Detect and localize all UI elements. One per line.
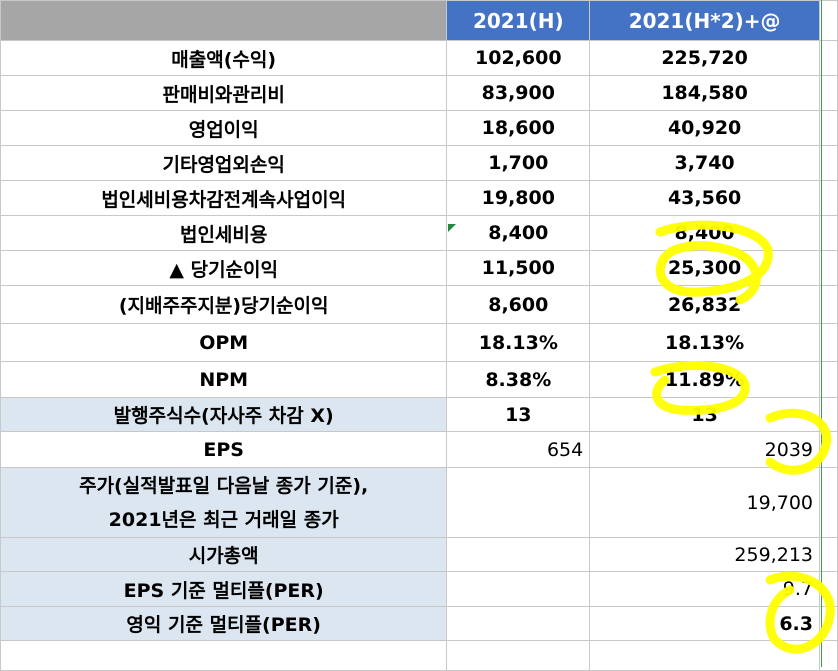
- cell-2021h[interactable]: 102,600: [446, 40, 591, 76]
- empty-cell[interactable]: [819, 323, 838, 362]
- row-label-eps[interactable]: EPS: [0, 431, 448, 468]
- cell-2021h[interactable]: 8.38%: [446, 361, 591, 398]
- empty-cell[interactable]: [819, 397, 838, 432]
- cell-2021h2[interactable]: 3,740: [589, 145, 820, 181]
- empty-cell[interactable]: [819, 467, 838, 538]
- table-row: 판매비와관리비 83,900 184,580: [0, 75, 838, 111]
- row-label-other-income[interactable]: 기타영업외손익: [0, 145, 448, 181]
- table-row: 영익 기준 멀티플(PER) 6.3: [0, 606, 838, 641]
- cell-2021h2[interactable]: 8,400: [589, 215, 820, 251]
- row-label-stock-price[interactable]: 주가(실적발표일 다음날 종가 기준), 2021년은 최근 거래일 종가: [0, 467, 448, 538]
- table-row: 법인세비용차감전계속사업이익 19,800 43,560: [0, 180, 838, 216]
- empty-cell[interactable]: [819, 40, 838, 76]
- cell-2021h[interactable]: 654: [446, 431, 591, 468]
- empty-cell[interactable]: [819, 431, 838, 468]
- row-label-income-tax[interactable]: 법인세비용: [0, 215, 448, 251]
- cell-2021h2[interactable]: 9.7: [589, 571, 820, 607]
- empty-cell[interactable]: [819, 215, 838, 251]
- row-label-controlling-net-income[interactable]: (지배주주지분)당기순이익: [0, 285, 448, 324]
- header-2021h2[interactable]: 2021(H*2)+@: [589, 0, 820, 41]
- cell-2021h[interactable]: 13: [446, 397, 591, 432]
- cell-2021h[interactable]: 1,700: [446, 145, 591, 181]
- cell-2021h[interactable]: [446, 537, 591, 572]
- cell-comment-indicator: [448, 224, 456, 232]
- table-row: OPM 18.13% 18.13%: [0, 323, 838, 362]
- row-label-operating-income[interactable]: 영업이익: [0, 110, 448, 146]
- cell-2021h[interactable]: 8,600: [446, 285, 591, 324]
- empty-cell[interactable]: [819, 180, 838, 216]
- empty-cell[interactable]: [819, 250, 838, 286]
- empty-cell[interactable]: [819, 110, 838, 146]
- empty-cell[interactable]: [819, 145, 838, 181]
- table-row: EPS 654 2039: [0, 431, 838, 468]
- cell-2021h[interactable]: 18.13%: [446, 323, 591, 362]
- cell-2021h2[interactable]: 13: [589, 397, 820, 432]
- cell-2021h[interactable]: 18,600: [446, 110, 591, 146]
- cell-2021h2[interactable]: 25,300: [589, 250, 820, 286]
- empty-cell[interactable]: [819, 285, 838, 324]
- table-row: 기타영업외손익 1,700 3,740: [0, 145, 838, 181]
- cell-2021h2[interactable]: 26,832: [589, 285, 820, 324]
- row-label-shares-outstanding[interactable]: 발행주식수(자사주 차감 X): [0, 397, 448, 432]
- row-label-eps-per[interactable]: EPS 기준 멀티플(PER): [0, 571, 448, 607]
- table-row: ▲ 당기순이익 11,500 25,300: [0, 250, 838, 286]
- empty-cell[interactable]: [446, 640, 591, 671]
- cell-2021h[interactable]: 83,900: [446, 75, 591, 111]
- empty-cell[interactable]: [819, 75, 838, 111]
- row-label-op-per[interactable]: 영익 기준 멀티플(PER): [0, 606, 448, 641]
- header-extra-cell[interactable]: [819, 0, 838, 41]
- table-row: 매출액(수익) 102,600 225,720: [0, 40, 838, 76]
- empty-cell[interactable]: [819, 640, 838, 671]
- table-row: NPM 8.38% 11.89%: [0, 361, 838, 398]
- cell-2021h2[interactable]: 19,700: [589, 467, 820, 538]
- cell-2021h[interactable]: 19,800: [446, 180, 591, 216]
- table-row: 영업이익 18,600 40,920: [0, 110, 838, 146]
- row-label-market-cap[interactable]: 시가총액: [0, 537, 448, 572]
- cell-2021h2[interactable]: 43,560: [589, 180, 820, 216]
- selection-border-line: [821, 0, 822, 667]
- cell-2021h[interactable]: [446, 606, 591, 641]
- cell-2021h2[interactable]: 259,213: [589, 537, 820, 572]
- empty-cell[interactable]: [819, 537, 838, 572]
- table-row: 발행주식수(자사주 차감 X) 13 13: [0, 397, 838, 432]
- empty-cell[interactable]: [819, 571, 838, 607]
- cell-2021h2[interactable]: 18.13%: [589, 323, 820, 362]
- table-row: 법인세비용 8,400 8,400: [0, 215, 838, 251]
- cell-2021h2[interactable]: 6.3: [589, 606, 820, 641]
- row-label-sga[interactable]: 판매비와관리비: [0, 75, 448, 111]
- row-label-opm[interactable]: OPM: [0, 323, 448, 362]
- cell-2021h2[interactable]: 40,920: [589, 110, 820, 146]
- row-label-pretax-income[interactable]: 법인세비용차감전계속사업이익: [0, 180, 448, 216]
- cell-2021h2[interactable]: 225,720: [589, 40, 820, 76]
- empty-cell[interactable]: [589, 640, 820, 671]
- header-2021h[interactable]: 2021(H): [446, 0, 591, 41]
- row-label-revenue[interactable]: 매출액(수익): [0, 40, 448, 76]
- header-row: 2021(H) 2021(H*2)+@: [0, 0, 838, 41]
- table-row: (지배주주지분)당기순이익 8,600 26,832: [0, 285, 838, 324]
- row-label-net-income[interactable]: ▲ 당기순이익: [0, 250, 448, 286]
- header-corner-cell[interactable]: [0, 0, 448, 41]
- cell-2021h[interactable]: 8,400: [446, 215, 591, 251]
- cell-2021h2[interactable]: 11.89%: [589, 361, 820, 398]
- table-row: 시가총액 259,213: [0, 537, 838, 572]
- row-label-cut-off[interactable]: [0, 640, 448, 671]
- row-label-npm[interactable]: NPM: [0, 361, 448, 398]
- empty-cell[interactable]: [819, 606, 838, 641]
- table-row: 주가(실적발표일 다음날 종가 기준), 2021년은 최근 거래일 종가 19…: [0, 467, 838, 538]
- table-row: EPS 기준 멀티플(PER) 9.7: [0, 571, 838, 607]
- cell-2021h[interactable]: [446, 467, 591, 538]
- cell-2021h[interactable]: 11,500: [446, 250, 591, 286]
- cell-2021h2[interactable]: 2039: [589, 431, 820, 468]
- empty-cell[interactable]: [819, 361, 838, 398]
- cell-2021h[interactable]: [446, 571, 591, 607]
- table-row-partial: [0, 640, 838, 671]
- cell-2021h2[interactable]: 184,580: [589, 75, 820, 111]
